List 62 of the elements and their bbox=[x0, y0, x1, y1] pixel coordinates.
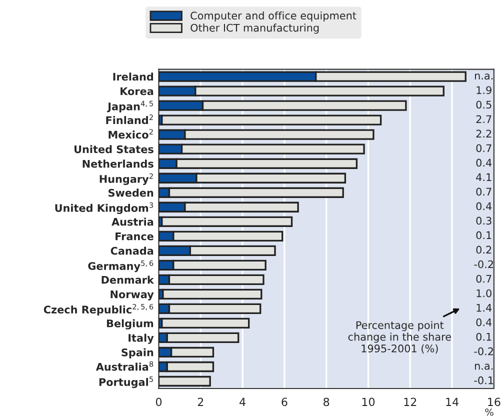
annotation: 0.4 bbox=[476, 318, 492, 326]
annotation: 0.7 bbox=[476, 274, 492, 283]
y-tick-label: Netherlands bbox=[82, 160, 154, 168]
x-tick-label: 10 bbox=[362, 398, 375, 406]
bar bbox=[162, 288, 262, 300]
y-tick-label: Ireland bbox=[113, 72, 154, 81]
x-tick-label: 0 bbox=[156, 398, 162, 406]
y-tick-label: Hungary$^{2}$ bbox=[100, 173, 153, 186]
x-tick-label: 14 bbox=[446, 398, 458, 406]
y-tick-label: Norway bbox=[110, 290, 154, 300]
annotation: -0.1 bbox=[474, 376, 494, 384]
annotation: 0.4 bbox=[476, 158, 492, 167]
legend-label: Computer and office equipment bbox=[190, 11, 356, 22]
annotation: n.a. bbox=[475, 74, 493, 80]
annotation: 0.5 bbox=[476, 100, 492, 109]
y-tick-label: Sweden bbox=[108, 188, 154, 197]
annotation: 0.2 bbox=[476, 246, 492, 254]
x-tick-label: 8 bbox=[324, 398, 330, 406]
annotation: n.a. bbox=[475, 364, 493, 370]
y-tick-label: United Kingdom$^{3}$ bbox=[55, 202, 154, 214]
annotation: 0.4 bbox=[476, 202, 492, 210]
annotation: Percentage point change in the share 1995-2001 (%) bbox=[348, 321, 451, 354]
y-tick-label: Australia$^{8}$ bbox=[96, 361, 154, 371]
y-tick-label: Portugal$^{5}$ bbox=[99, 376, 153, 388]
y-tick-label: Denmark bbox=[102, 276, 154, 284]
y-tick-label: Czech Republic$^{2,5,6}$ bbox=[44, 304, 154, 316]
annotation: 2.7 bbox=[476, 115, 492, 123]
bar bbox=[158, 376, 211, 387]
annotation: -0.2 bbox=[474, 347, 493, 356]
y-tick-label: United States bbox=[74, 145, 154, 154]
annotation: 4.1 bbox=[476, 173, 492, 181]
y-tick-label: France bbox=[116, 232, 154, 240]
x-tick-label: 4 bbox=[240, 398, 246, 406]
bar bbox=[161, 114, 382, 126]
x-tick-label: 2 bbox=[198, 398, 204, 406]
annotation: -0.2 bbox=[474, 260, 493, 268]
annotation: 0.3 bbox=[476, 216, 492, 225]
y-tick-label: Canada bbox=[110, 246, 154, 255]
annotation: 2.2 bbox=[476, 130, 492, 138]
y-tick-label: Mexico$^{2}$ bbox=[108, 129, 153, 139]
y-tick-label: Germany$^{5,6}$ bbox=[88, 260, 154, 272]
y-tick-label: Belgium bbox=[106, 319, 154, 330]
x-axis-title: % bbox=[485, 408, 494, 416]
y-tick-label: Japan$^{4,5}$ bbox=[107, 100, 153, 112]
y-tick-label: Austria bbox=[112, 218, 154, 226]
y-tick-label: Finland$^{2}$ bbox=[106, 114, 153, 124]
annotation: 0.7 bbox=[476, 144, 492, 152]
bar bbox=[161, 318, 250, 329]
y-tick-label: Korea bbox=[120, 87, 154, 96]
bar bbox=[161, 216, 293, 227]
annotation: 0.1 bbox=[476, 332, 492, 341]
legend-label: Other ICT manufacturing bbox=[190, 24, 319, 34]
annotation: 1.0 bbox=[476, 289, 492, 298]
y-tick-label: Spain bbox=[122, 348, 154, 358]
annotation: 1.9 bbox=[476, 86, 492, 94]
annotation: 0.1 bbox=[476, 231, 492, 240]
annotation: 1.4 bbox=[476, 304, 492, 312]
x-tick-label: 12 bbox=[404, 398, 416, 406]
x-tick-label: 16 bbox=[488, 398, 500, 406]
y-tick-label: Italy bbox=[128, 334, 154, 344]
annotation: 0.7 bbox=[476, 188, 492, 196]
x-tick-label: 6 bbox=[282, 398, 288, 406]
